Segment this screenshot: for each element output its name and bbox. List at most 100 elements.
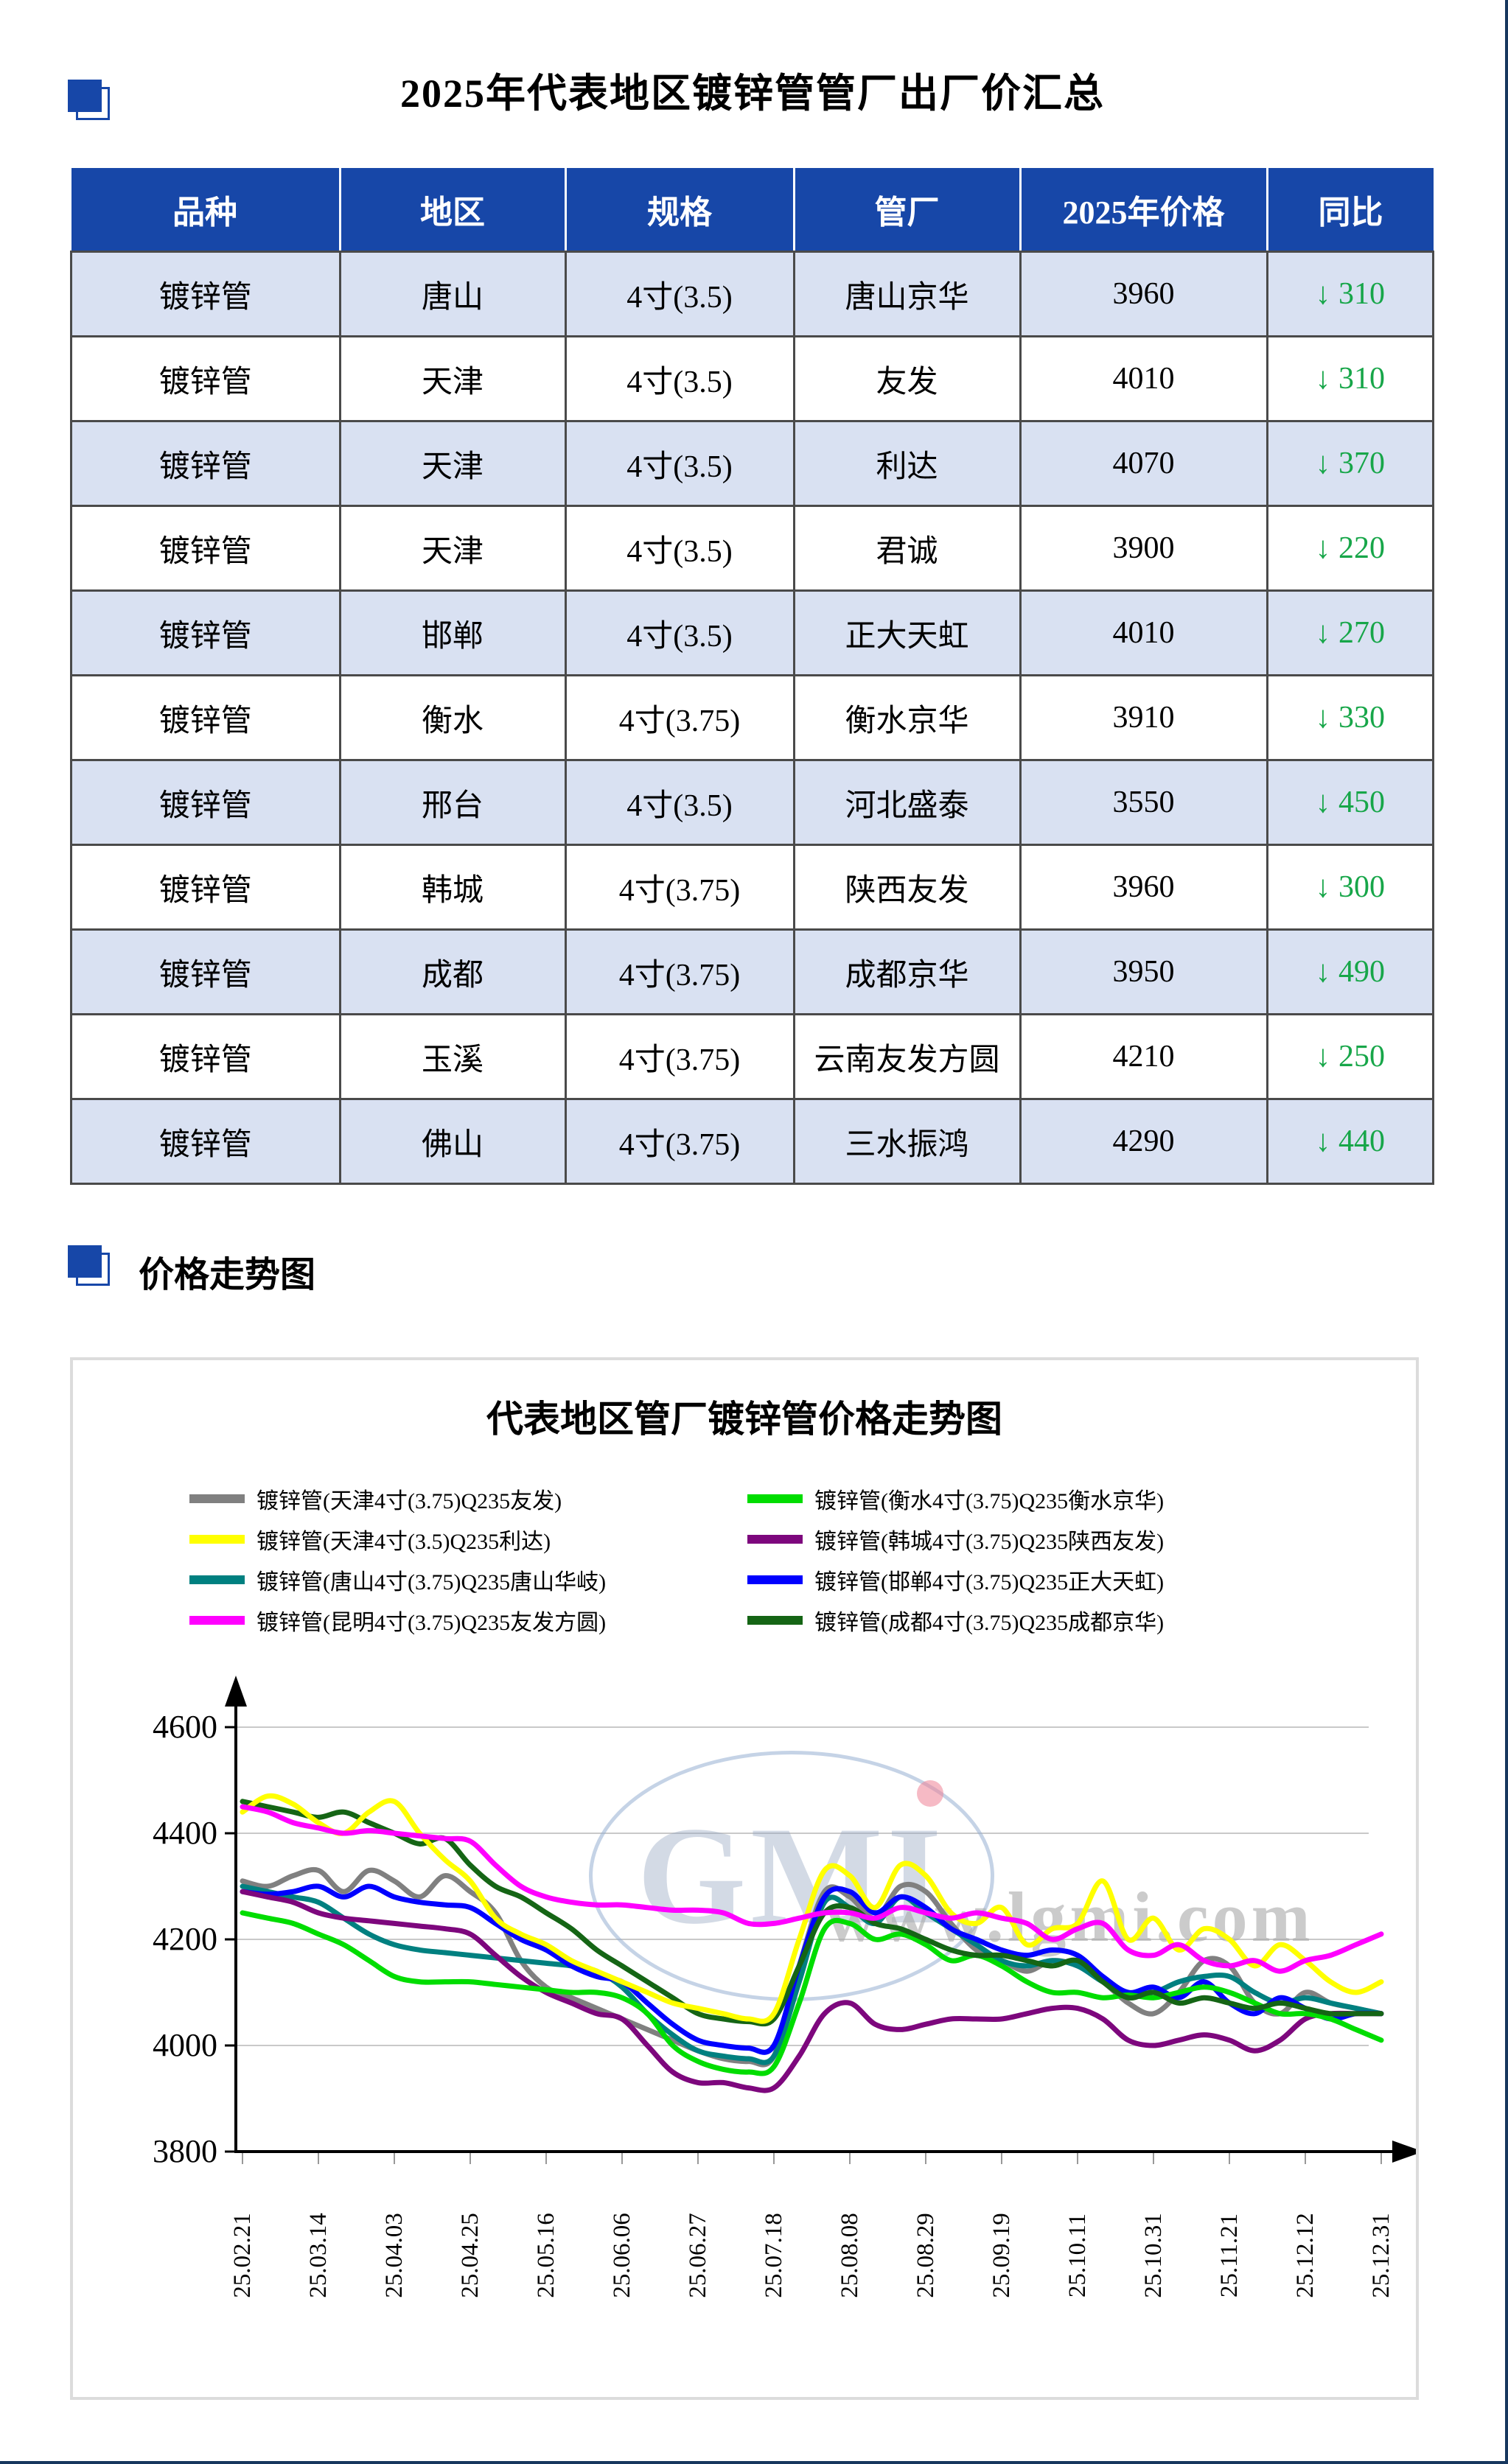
legend-item: 镀锌管(昆明4寸(3.75)Q235友发方圆) xyxy=(189,1600,606,1640)
cell-region: 韩城 xyxy=(338,844,567,931)
table-row: 镀锌管 成都 4寸(3.75) 成都京华 3950 ↓ 490 xyxy=(70,928,1434,1015)
cell-price: 4210 xyxy=(1019,1013,1268,1100)
series-line-3 xyxy=(240,1804,1384,1974)
cell-change: ↓ 330 xyxy=(1266,674,1434,761)
table-row: 镀锌管 衡水 4寸(3.75) 衡水京华 3910 ↓ 330 xyxy=(70,674,1434,761)
x-axis-tick-label: 25.09.19 xyxy=(988,2213,1015,2298)
legend-swatch-icon xyxy=(747,1615,803,1625)
cell-price: 3910 xyxy=(1019,674,1268,761)
x-axis-tick-label: 25.11.21 xyxy=(1216,2213,1243,2298)
table-row: 镀锌管 天津 4寸(3.5) 君诚 3900 ↓ 220 xyxy=(70,505,1434,592)
x-axis-tick-label: 25.08.08 xyxy=(837,2213,863,2298)
cell-region: 唐山 xyxy=(338,251,567,337)
cell-spec: 4寸(3.75) xyxy=(564,844,795,931)
cell-spec: 4寸(3.5) xyxy=(564,589,795,676)
table-row: 镀锌管 佛山 4寸(3.75) 三水振鸿 4290 ↓ 440 xyxy=(70,1098,1434,1185)
header-row: 品种 地区 规格 管厂 2025年价格 同比 xyxy=(71,168,1434,253)
legend-item: 镀锌管(唐山4寸(3.75)Q235唐山华岐) xyxy=(189,1559,606,1600)
cell-region: 邯郸 xyxy=(338,589,567,676)
cell-factory: 君诚 xyxy=(792,505,1022,592)
watermark-dot-icon xyxy=(917,1780,943,1807)
table-row: 镀锌管 玉溪 4寸(3.75) 云南友发方圆 4210 ↓ 250 xyxy=(70,1013,1434,1100)
legend-label: 镀锌管(衡水4寸(3.75)Q235衡水京华) xyxy=(814,1488,1165,1513)
y-axis-tick-label: 4600 xyxy=(153,1709,217,1745)
cell-factory: 唐山京华 xyxy=(792,251,1022,337)
cell-variety: 镀锌管 xyxy=(70,674,341,761)
section-marker-icon xyxy=(68,80,102,112)
x-axis-tick-label: 25.06.27 xyxy=(685,2213,711,2298)
legend-swatch-icon xyxy=(747,1534,803,1544)
cell-spec: 4寸(3.75) xyxy=(564,1098,795,1185)
cell-change: ↓ 450 xyxy=(1266,759,1434,846)
legend-label: 镀锌管(天津4寸(3.75)Q235友发) xyxy=(256,1488,562,1513)
series-line-5 xyxy=(240,1889,1384,2093)
cell-region: 天津 xyxy=(338,505,567,592)
cell-change: ↓ 310 xyxy=(1266,335,1434,422)
x-axis-tick-label: 25.06.06 xyxy=(609,2213,635,2298)
cell-spec: 4寸(3.5) xyxy=(564,251,795,337)
x-axis-tick-label: 25.05.16 xyxy=(533,2213,559,2298)
cell-change: ↓ 310 xyxy=(1266,251,1434,337)
table-row: 镀锌管 唐山 4寸(3.5) 唐山京华 3960 ↓ 310 xyxy=(70,251,1434,337)
cell-region: 天津 xyxy=(338,335,567,422)
x-axis-tick-label: 25.07.18 xyxy=(761,2213,787,2298)
x-axis-tick-label: 25.12.12 xyxy=(1292,2213,1319,2298)
cell-change: ↓ 370 xyxy=(1266,420,1434,507)
legend-label: 镀锌管(邯郸4寸(3.75)Q235正大天虹) xyxy=(814,1569,1165,1595)
chart-legend-left-column: 镀锌管(天津4寸(3.75)Q235友发) 镀锌管(天津4寸(3.5)Q235利达… xyxy=(189,1478,606,1640)
x-axis-tick-label: 25.12.31 xyxy=(1368,2213,1394,2298)
x-axis-tick-label: 25.08.29 xyxy=(912,2213,939,2298)
legend-item: 镀锌管(邯郸4寸(3.75)Q235正大天虹) xyxy=(747,1559,1164,1600)
cell-price: 3960 xyxy=(1019,251,1268,337)
cell-spec: 4寸(3.75) xyxy=(564,928,795,1015)
legend-label: 镀锌管(成都4寸(3.75)Q235成都京华) xyxy=(814,1610,1165,1635)
cell-spec: 4寸(3.5) xyxy=(564,505,795,592)
cell-price: 3550 xyxy=(1019,759,1268,846)
cell-variety: 镀锌管 xyxy=(70,335,341,422)
cell-factory: 友发 xyxy=(792,335,1022,422)
cell-variety: 镀锌管 xyxy=(70,420,341,507)
price-trend-chart: 代表地区管厂镀锌管价格走势图 镀锌管(天津4寸(3.75)Q235友发) 镀锌管(… xyxy=(70,1357,1419,2400)
cell-price: 4010 xyxy=(1019,589,1268,676)
legend-swatch-icon xyxy=(189,1575,245,1584)
series-line-4 xyxy=(240,1910,1384,2076)
cell-variety: 镀锌管 xyxy=(70,844,341,931)
legend-label: 镀锌管(韩城4寸(3.75)Q235陕西友发) xyxy=(814,1529,1165,1554)
cell-variety: 镀锌管 xyxy=(70,759,341,846)
cell-factory: 正大天虹 xyxy=(792,589,1022,676)
cell-variety: 镀锌管 xyxy=(70,505,341,592)
legend-label: 镀锌管(昆明4寸(3.75)Q235友发方圆) xyxy=(256,1610,607,1635)
column-header-5: 同比 xyxy=(1267,168,1434,253)
column-header-0: 品种 xyxy=(71,168,341,253)
chart-series-lines xyxy=(225,1676,1416,2164)
column-header-3: 管厂 xyxy=(794,168,1022,253)
legend-swatch-icon xyxy=(747,1494,803,1503)
cell-price: 4290 xyxy=(1019,1098,1268,1185)
x-axis-tick-label: 25.10.31 xyxy=(1140,2213,1167,2298)
cell-factory: 衡水京华 xyxy=(792,674,1022,761)
cell-change: ↓ 440 xyxy=(1266,1098,1434,1185)
cell-factory: 三水振鸿 xyxy=(792,1098,1022,1185)
legend-label: 镀锌管(唐山4寸(3.75)Q235唐山华岐) xyxy=(256,1569,607,1595)
table-row: 镀锌管 邢台 4寸(3.5) 河北盛泰 3550 ↓ 450 xyxy=(70,759,1434,846)
cell-variety: 镀锌管 xyxy=(70,1013,341,1100)
table-row: 镀锌管 天津 4寸(3.5) 友发 4010 ↓ 310 xyxy=(70,335,1434,422)
legend-item: 镀锌管(天津4寸(3.75)Q235友发) xyxy=(189,1478,606,1519)
cell-price: 3950 xyxy=(1019,928,1268,1015)
legend-item: 镀锌管(衡水4寸(3.75)Q235衡水京华) xyxy=(747,1478,1164,1519)
price-table-header: 品种 地区 规格 管厂 2025年价格 同比 xyxy=(71,168,1434,253)
cell-region: 佛山 xyxy=(338,1098,567,1185)
cell-factory: 成都京华 xyxy=(792,928,1022,1015)
page-title: 2025年代表地区镀锌管管厂出厂价汇总 xyxy=(400,71,1105,116)
cell-region: 成都 xyxy=(338,928,567,1015)
cell-region: 天津 xyxy=(338,420,567,507)
x-axis-tick-label: 25.04.25 xyxy=(457,2213,484,2298)
price-table: 品种 地区 规格 管厂 2025年价格 同比 镀锌管 唐山 4寸(3.5) 唐山京华 3960 ↓ … xyxy=(70,168,1434,1185)
cell-price: 4010 xyxy=(1019,335,1268,422)
cell-spec: 4寸(3.5) xyxy=(564,335,795,422)
y-axis-tick-label: 3800 xyxy=(153,2133,217,2169)
cell-change: ↓ 220 xyxy=(1266,505,1434,592)
legend-swatch-icon xyxy=(747,1575,803,1584)
x-axis-tick-label: 25.10.11 xyxy=(1064,2213,1091,2298)
legend-item: 镀锌管(韩城4寸(3.75)Q235陕西友发) xyxy=(747,1519,1164,1559)
